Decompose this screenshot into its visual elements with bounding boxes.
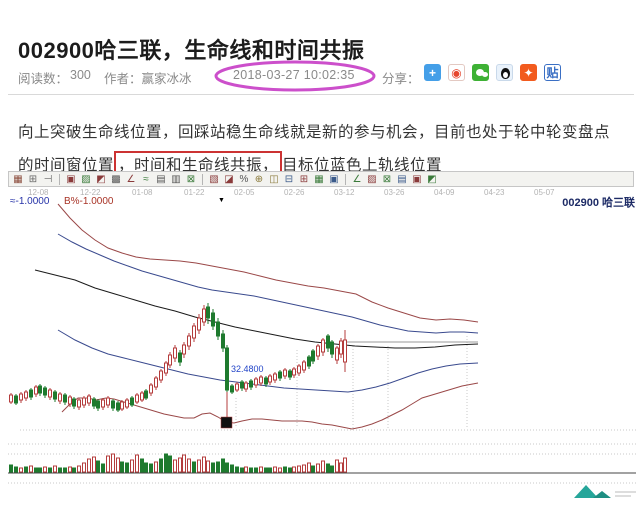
toolbar-tool-icon[interactable]: ⊟	[284, 173, 294, 185]
body-paragraph-line2: 的时间窗位置 ，时间和生命线共振， 目标位蓝色上轨线位置	[18, 150, 443, 180]
toolbar-tool-icon[interactable]: ◩	[96, 173, 106, 185]
chart-date-axis: 12-08 12-22 01-08 01-22 02-05 02-26 03-12 03-26…	[0, 188, 641, 197]
highlighted-phrase: ，时间和生命线共振，	[114, 150, 283, 180]
wechat-icon[interactable]	[472, 64, 489, 81]
date-tick-label: 05-07	[534, 188, 555, 197]
author-name: 作者：赢家冰冰	[104, 72, 192, 86]
publish-datetime: 2018-03-27 10:02:35	[233, 68, 355, 82]
date-tick-label: 12-22	[80, 188, 101, 197]
toolbar-tool-icon[interactable]: ⊠	[382, 173, 392, 185]
date-tick-label: 01-08	[132, 188, 153, 197]
toolbar-separator	[345, 173, 346, 185]
toolbar-tool-icon[interactable]: ⊕	[254, 173, 264, 185]
share-label: 分享：	[382, 72, 420, 86]
toolbar-tool-icon[interactable]: ⊞	[28, 173, 38, 185]
toolbar-tool-icon[interactable]: ▣	[329, 173, 339, 185]
weibo-icon[interactable]: ◉	[448, 64, 465, 81]
chart-toolbar: ▦ ⊞ ⊣ ▣ ▨ ◩ ▩ ∠ ≈ ▤ ▥ ⊠ ▧ ◪% ⊕ ◫ ⊟ ⊞ ▦ ▣ ∠ ▨ ⊠ ▤ ▣ ◩	[8, 171, 634, 187]
toolbar-tool-icon[interactable]: ⊞	[299, 173, 309, 185]
toolbar-tool-icon[interactable]: ▥	[171, 173, 181, 185]
toolbar-tool-icon[interactable]: ∠	[352, 173, 362, 185]
reads-count: 300	[70, 68, 91, 82]
toolbar-tool-icon[interactable]: %	[239, 173, 249, 185]
stock-code-label: 002900 哈三联	[562, 197, 635, 209]
date-tick-label: 04-23	[484, 188, 505, 197]
meta-divider	[8, 94, 634, 95]
toolbar-tool-icon[interactable]: ▨	[81, 173, 91, 185]
toolbar-tool-icon[interactable]: ▣	[412, 173, 422, 185]
toolbar-tool-icon[interactable]: ◫	[269, 173, 279, 185]
time-cycle-marker-icon: ▼	[218, 197, 225, 204]
toolbar-tool-icon[interactable]: ◩	[427, 173, 437, 185]
qq-icon[interactable]	[496, 64, 513, 81]
toolbar-separator	[59, 173, 60, 185]
indicator-value-blue: ≈-1.0000	[10, 196, 50, 207]
reads-label: 阅读数：	[18, 72, 69, 86]
share-more-icon[interactable]: +	[424, 64, 441, 81]
toolbar-tool-icon[interactable]: ▨	[367, 173, 377, 185]
date-tick-label: 02-05	[234, 188, 255, 197]
qzone-icon[interactable]: ✦	[520, 64, 537, 81]
toolbar-tool-icon[interactable]: ▩	[111, 173, 121, 185]
date-tick-label: 01-22	[184, 188, 205, 197]
toolbar-tool-icon[interactable]: ⊠	[186, 173, 196, 185]
low-price-label: 32.4800	[231, 364, 264, 374]
toolbar-tool-icon[interactable]: ≈	[143, 173, 149, 185]
date-tick-label: 03-26	[384, 188, 405, 197]
date-tick-label: 04-09	[434, 188, 455, 197]
toolbar-tool-icon[interactable]: ◪	[224, 173, 234, 185]
toolbar-tool-icon[interactable]: ▣	[66, 173, 76, 185]
toolbar-tool-icon[interactable]: ∠	[126, 173, 136, 185]
toolbar-tool-icon[interactable]: ▤	[156, 173, 166, 185]
body-line2-pre: 的时间窗位置	[18, 156, 115, 174]
indicator-value-red: B%-1.0000	[64, 196, 114, 207]
body-line2-post: 目标位蓝色上轨线位置	[282, 156, 443, 174]
date-tick-label: 02-26	[284, 188, 305, 197]
date-tick-label: 12-08	[28, 188, 49, 197]
toolbar-tool-icon[interactable]: ▦	[13, 173, 23, 185]
toolbar-tool-icon[interactable]: ▦	[314, 173, 324, 185]
toolbar-tool-icon[interactable]: ⊣	[43, 173, 53, 185]
body-paragraph-line1: 向上突破生命线位置，回踩站稳生命线就是新的参与机会，目前也处于轮中轮变盘点	[18, 123, 611, 141]
toolbar-tool-icon[interactable]: ▤	[397, 173, 407, 185]
toolbar-tool-icon[interactable]: ▧	[209, 173, 219, 185]
page-title: 002900哈三联，生命线和时间共振	[18, 37, 365, 63]
toolbar-separator	[202, 173, 203, 185]
tieba-icon[interactable]: 贴	[544, 64, 561, 81]
date-tick-label: 03-12	[334, 188, 355, 197]
